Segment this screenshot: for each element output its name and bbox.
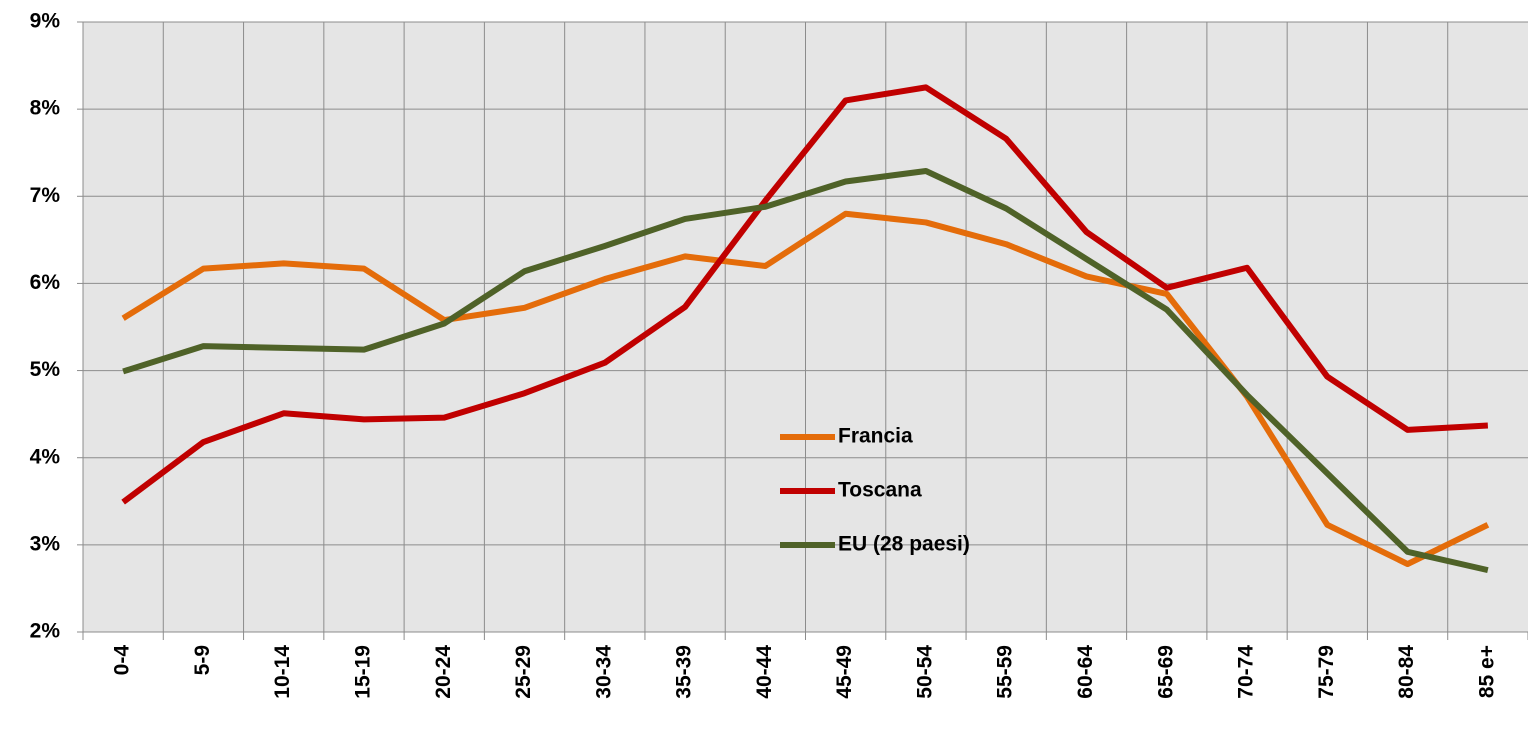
- x-tick-label: 35-39: [673, 645, 696, 699]
- x-tick-label: 0-4: [111, 645, 134, 676]
- x-tick-label: 45-49: [833, 645, 856, 699]
- x-tick-label: 25-29: [512, 645, 535, 699]
- x-tick-label: 85 e+: [1475, 645, 1498, 698]
- series-line: [121, 210, 1490, 568]
- y-tick-label: 2%: [30, 620, 61, 643]
- y-tick-label: 8%: [30, 97, 61, 120]
- series-line: [122, 168, 1489, 574]
- y-tick-label: 7%: [30, 184, 61, 207]
- x-tick-label: 55-59: [994, 645, 1017, 699]
- y-tick-label: 9%: [30, 10, 61, 33]
- x-tick-label: 5-9: [191, 645, 214, 675]
- x-tick-label: 65-69: [1154, 645, 1177, 699]
- x-tick-label: 60-64: [1074, 645, 1097, 699]
- series-line: [121, 84, 1489, 505]
- legend-label: EU (28 paesi): [838, 533, 970, 556]
- legend-label: Francia: [838, 425, 913, 448]
- x-tick-label: 80-84: [1395, 645, 1418, 699]
- x-tick-label: 75-79: [1315, 645, 1338, 699]
- y-tick-label: 4%: [30, 445, 61, 468]
- x-tick-label: 30-34: [592, 645, 615, 699]
- x-tick-label: 10-14: [271, 645, 294, 699]
- x-tick-label: 20-24: [432, 645, 455, 699]
- x-tick-label: 70-74: [1235, 645, 1258, 699]
- y-tick-label: 3%: [30, 532, 61, 555]
- x-tick-label: 40-44: [753, 645, 776, 699]
- legend-label: Toscana: [838, 479, 922, 502]
- y-tick-label: 6%: [30, 271, 61, 294]
- x-tick-label: 15-19: [352, 645, 375, 699]
- y-tick-label: 5%: [30, 358, 61, 381]
- x-tick-label: 50-54: [913, 645, 936, 699]
